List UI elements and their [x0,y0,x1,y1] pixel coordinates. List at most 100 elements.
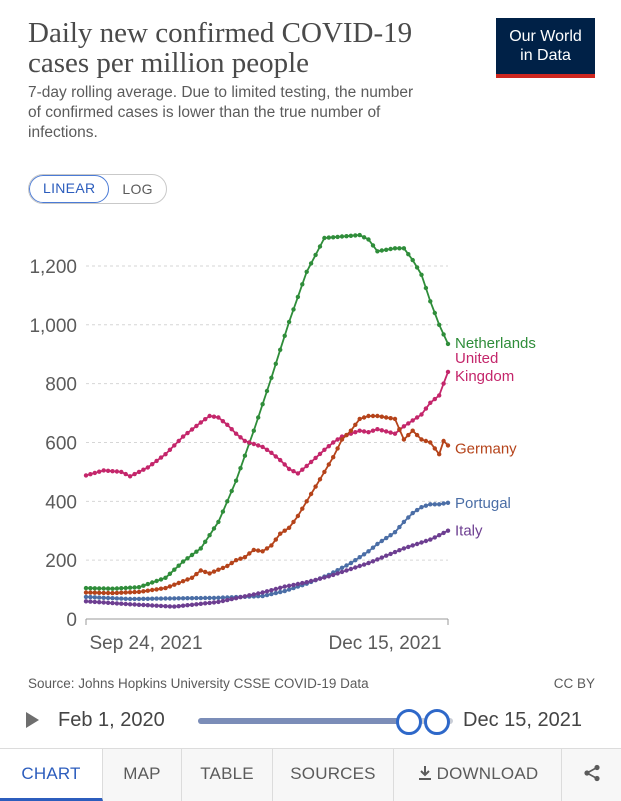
data-point [229,427,234,432]
tab-chart[interactable]: CHART [0,749,103,801]
timeline: Feb 1, 2020 Dec 15, 2021 [0,700,621,744]
data-point [176,596,181,601]
y-tick-label: 200 [45,551,77,572]
data-point [198,546,203,551]
data-point [441,381,446,386]
data-point [269,543,274,548]
series-label-italy[interactable]: Italy [455,523,483,540]
y-tick-label: 400 [45,492,77,513]
data-point [260,549,265,554]
data-point [180,559,186,564]
data-point [322,235,327,241]
data-point [158,603,164,609]
data-point [172,443,177,448]
x-tick-label-start: Sep 24, 2021 [89,633,202,654]
data-point [428,537,433,542]
data-point [136,469,142,475]
data-point [150,603,155,608]
data-point [163,604,168,609]
data-point [432,310,437,316]
data-point [256,591,261,596]
timeline-start-handle[interactable] [396,709,422,735]
data-point [269,375,274,380]
data-point [282,584,287,589]
data-point [269,591,274,597]
linear-scale-button[interactable]: LINEAR [29,175,110,203]
data-point [158,455,164,460]
tab-table[interactable]: TABLE [182,749,273,801]
data-point [83,585,89,591]
play-icon[interactable] [26,712,39,728]
data-point [326,444,331,449]
data-point [251,441,256,447]
data-point [278,589,283,595]
data-point [83,473,89,478]
data-point [92,470,98,476]
series-label-portugal[interactable]: Portugal [455,495,511,512]
data-point [295,513,301,519]
data-point [322,575,327,580]
series-netherlands[interactable] [83,232,451,591]
data-point [326,235,331,240]
owid-logo[interactable]: Our World in Data [496,18,595,78]
data-point [313,252,318,258]
tab-download[interactable]: DOWNLOAD [394,749,562,801]
tab-share[interactable] [562,749,621,801]
line-chart[interactable]: 0 200 400 600 800 1,000 1,200 Sep 24, 2021 Dec… [0,215,621,665]
timeline-track[interactable] [198,709,453,735]
data-point [88,472,93,477]
data-point [304,463,309,469]
data-point [238,435,243,440]
data-point [150,580,155,585]
data-point [114,469,120,474]
tab-sources[interactable]: SOURCES [273,749,394,801]
data-point [313,577,318,583]
data-point [256,548,261,553]
tab-map[interactable]: MAP [103,749,182,801]
data-point [379,414,384,419]
data-point [172,596,177,601]
data-point [326,574,331,579]
series-label-netherlands[interactable]: Netherlands [455,335,536,352]
data-point [353,422,358,427]
series-label-united-kingdom-line1[interactable]: United [455,350,498,367]
data-point [132,596,137,602]
data-point [189,596,195,601]
data-point [366,237,371,242]
data-point [282,588,287,594]
data-point [308,491,314,497]
data-point [172,567,177,572]
data-point [242,438,248,444]
log-scale-button[interactable]: LOG [122,181,153,197]
y-tick-label: 1,200 [29,257,77,278]
data-point [189,575,195,580]
data-point [233,596,239,601]
series-label-united-kingdom-line2[interactable]: Kingdom [455,368,514,385]
data-point [145,581,150,587]
timeline-end-handle[interactable] [424,709,450,735]
data-point [220,565,226,571]
data-point [176,580,181,586]
series-label-germany[interactable]: Germany [455,440,517,457]
data-point [379,555,384,560]
series-line-netherlands [85,234,449,590]
data-point [163,452,168,457]
data-point [335,568,340,573]
data-point [97,590,102,595]
data-point [127,596,133,602]
data-point [251,592,256,597]
data-point [291,585,296,591]
source-note[interactable]: Source: Johns Hopkins University CSSE CO… [28,676,369,691]
series-united-kingdom[interactable] [83,369,451,479]
data-point [194,549,199,554]
series-italy[interactable] [83,528,451,609]
data-point [353,233,358,238]
data-point [105,595,111,601]
series-germany[interactable] [83,413,451,596]
data-point [388,416,393,421]
license-link[interactable]: CC BY [553,676,595,691]
data-point [110,469,115,474]
data-point [401,246,407,251]
data-point [136,602,142,607]
data-point [322,469,327,475]
